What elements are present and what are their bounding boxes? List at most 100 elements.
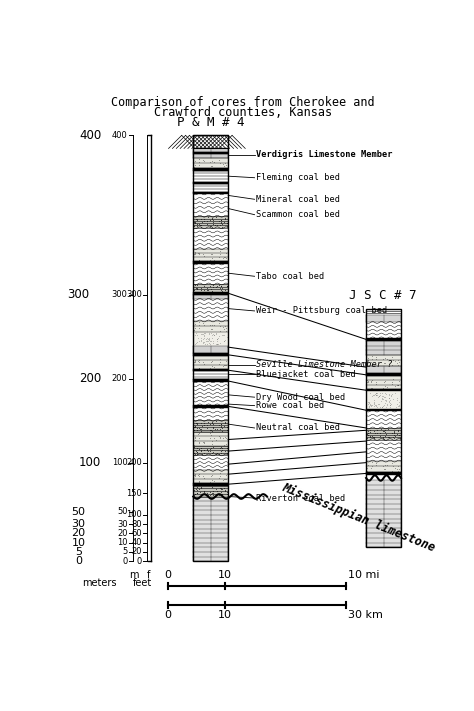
Text: 100: 100 — [79, 456, 101, 469]
Point — [209, 335, 217, 346]
Point — [223, 280, 231, 292]
Point — [191, 432, 199, 444]
Point — [208, 474, 216, 486]
Point — [392, 402, 400, 413]
Point — [191, 156, 199, 167]
Bar — [193, 181, 228, 184]
Point — [219, 432, 226, 443]
Point — [396, 432, 404, 444]
Point — [209, 356, 216, 367]
Point — [209, 279, 217, 291]
Text: meters: meters — [82, 578, 117, 588]
Point — [220, 335, 228, 346]
Point — [194, 469, 202, 481]
Text: 50: 50 — [117, 508, 128, 516]
Text: 80: 80 — [132, 520, 142, 529]
Point — [200, 215, 208, 227]
Point — [222, 469, 230, 481]
Point — [379, 390, 387, 401]
Point — [368, 376, 375, 387]
Point — [200, 338, 207, 349]
Point — [216, 353, 223, 365]
Bar — [193, 420, 228, 432]
Point — [192, 446, 200, 457]
Point — [200, 447, 208, 459]
Point — [193, 279, 201, 291]
Bar — [366, 391, 401, 409]
Point — [209, 330, 216, 341]
Bar — [366, 472, 401, 475]
Point — [205, 333, 213, 345]
Point — [207, 220, 214, 231]
Point — [209, 333, 216, 344]
Point — [385, 395, 392, 407]
Point — [195, 255, 202, 266]
Point — [393, 394, 401, 405]
Point — [385, 432, 393, 443]
Point — [383, 353, 391, 364]
Point — [366, 432, 374, 443]
Point — [208, 327, 215, 338]
Point — [383, 459, 391, 471]
Point — [206, 220, 214, 232]
Point — [193, 417, 201, 428]
Bar — [193, 249, 228, 261]
Point — [193, 422, 201, 434]
Point — [220, 482, 228, 493]
Point — [389, 376, 396, 387]
Point — [214, 333, 221, 344]
Point — [220, 324, 228, 335]
Point — [200, 280, 208, 292]
Point — [364, 376, 372, 387]
Point — [216, 220, 224, 231]
Point — [195, 247, 203, 258]
Point — [200, 445, 208, 456]
Point — [210, 254, 218, 265]
Point — [373, 401, 381, 412]
Point — [376, 430, 383, 442]
Point — [193, 447, 201, 458]
Point — [213, 280, 220, 292]
Point — [364, 462, 371, 474]
Bar — [193, 470, 228, 483]
Bar — [366, 365, 401, 373]
Point — [213, 220, 220, 231]
Point — [364, 396, 372, 407]
Point — [212, 415, 219, 427]
Point — [218, 282, 226, 294]
Bar — [193, 432, 228, 446]
Bar — [366, 373, 401, 376]
Point — [389, 432, 396, 443]
Text: 100: 100 — [127, 510, 142, 520]
Point — [381, 357, 388, 368]
Text: 20: 20 — [132, 547, 142, 557]
Point — [223, 447, 231, 459]
Point — [374, 390, 381, 401]
Point — [198, 328, 205, 339]
Point — [216, 432, 223, 444]
Point — [222, 325, 229, 336]
Point — [221, 431, 228, 442]
Point — [382, 394, 389, 405]
Point — [217, 281, 225, 292]
Point — [210, 319, 218, 331]
Point — [206, 489, 214, 501]
Point — [191, 431, 199, 442]
Point — [197, 332, 205, 343]
Point — [199, 249, 207, 260]
Point — [195, 437, 202, 448]
Point — [219, 252, 226, 264]
Point — [206, 336, 214, 347]
Bar — [193, 149, 228, 152]
Point — [193, 447, 201, 458]
Text: P & M # 4: P & M # 4 — [177, 116, 244, 129]
Point — [193, 419, 201, 430]
Point — [203, 218, 210, 230]
Point — [196, 320, 203, 331]
Text: Comparison of cores from Cherokee and: Comparison of cores from Cherokee and — [111, 96, 375, 109]
Point — [370, 397, 378, 409]
Point — [195, 427, 202, 439]
Point — [203, 444, 211, 455]
Text: Rowe coal bed: Rowe coal bed — [256, 401, 324, 410]
Text: 0: 0 — [137, 557, 142, 566]
